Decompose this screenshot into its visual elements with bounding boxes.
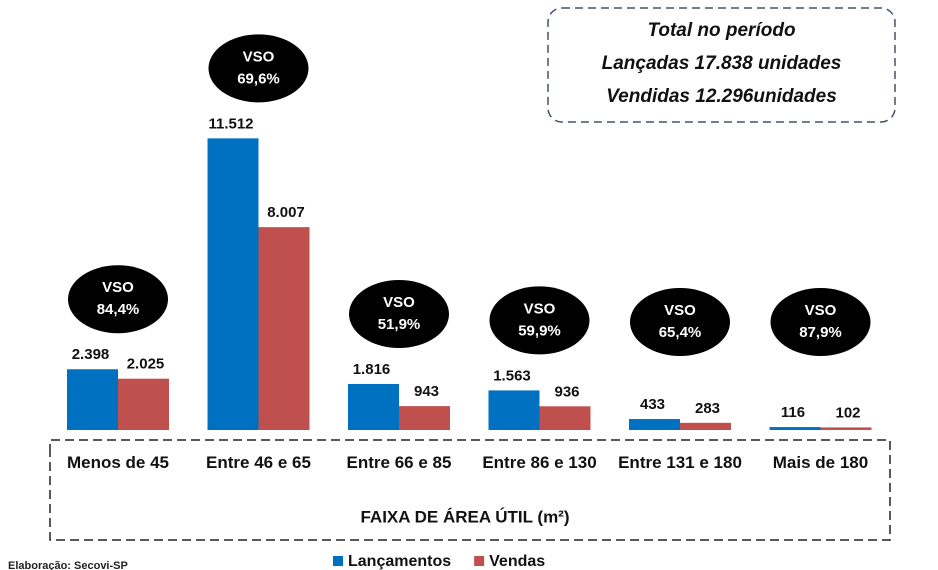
value-label: 283 [695, 400, 720, 417]
value-label: 433 [640, 396, 665, 413]
vso-title: VSO [805, 302, 837, 319]
x-tick-label: Menos de 45 [66, 453, 170, 472]
bar [629, 419, 680, 430]
vso-label: 69,6% [237, 70, 280, 87]
value-label: 936 [554, 383, 579, 400]
vso-label: 59,9% [518, 322, 561, 339]
bar [67, 369, 118, 430]
bar [348, 383, 399, 430]
value-label: 1.563 [493, 367, 531, 384]
axis-box [49, 439, 891, 541]
vso-label: 51,9% [378, 316, 421, 333]
vso-title: VSO [383, 294, 415, 311]
source: Elaboração: Secovi-SP [8, 560, 128, 570]
legend-label: Vendas [489, 553, 545, 570]
vso-label: 84,4% [97, 301, 140, 318]
bar [118, 378, 169, 430]
bar [399, 406, 450, 430]
x-tick-label: Mais de 180 [772, 453, 869, 472]
value-label: 116 [781, 404, 805, 421]
value-label: 943 [414, 383, 439, 400]
vso-bubble [349, 279, 449, 348]
value-label: 2.025 [127, 356, 165, 373]
vso-bubble [630, 288, 730, 356]
value-label: 102 [835, 404, 860, 421]
vso-label: 87,9% [799, 324, 842, 341]
vso-bubble [68, 265, 168, 334]
vso-title: VSO [664, 302, 696, 319]
bar [207, 138, 259, 430]
bar [258, 227, 310, 430]
bar [680, 422, 731, 430]
bar [539, 406, 591, 430]
value-label: 1.816 [353, 361, 391, 378]
legend-label: Lançamentos [348, 553, 451, 570]
summary-line: Vendidas 12.296unidades [606, 86, 837, 107]
x-tick-label: Entre 86 e 130 [482, 453, 597, 472]
x-tick-label: Entre 46 e 65 [206, 453, 311, 472]
vso-title: VSO [102, 279, 134, 296]
value-label: 11.512 [208, 115, 253, 132]
summary-box [547, 7, 896, 123]
summary-line: Lançadas 17.838 unidades [601, 53, 842, 74]
vso-title: VSO [524, 300, 556, 317]
value-label: 8.007 [267, 204, 305, 221]
legend-swatch [333, 556, 343, 566]
bar [820, 427, 872, 430]
x-tick-label: Entre 66 e 85 [346, 453, 452, 472]
vso-bubble [489, 286, 590, 355]
bar [488, 390, 540, 430]
vso-bubble [770, 288, 871, 356]
vso-label: 65,4% [659, 324, 702, 341]
value-label: 2.398 [72, 346, 110, 363]
x-axis-label: FAIXA DE ÁREA ÚTIL (m²) [360, 507, 569, 526]
vso-bubble [208, 34, 309, 103]
bar [769, 427, 821, 430]
vso-title: VSO [243, 48, 275, 65]
summary-line: Total no período [647, 20, 796, 41]
legend-swatch [474, 556, 485, 566]
x-tick-label: Entre 131 e 180 [618, 453, 742, 472]
